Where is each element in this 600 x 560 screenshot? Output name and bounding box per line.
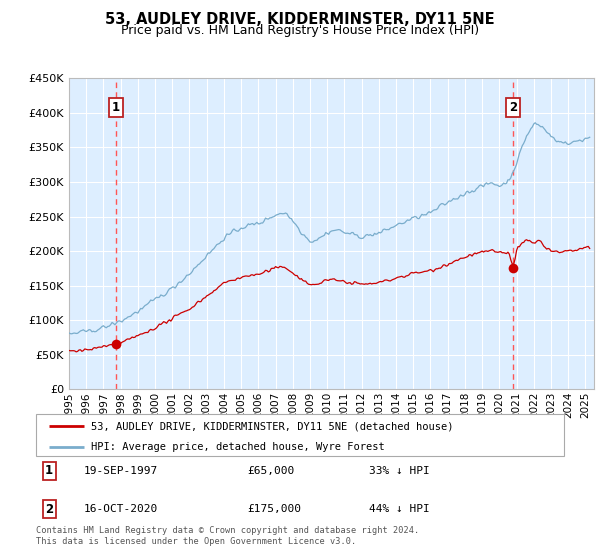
Text: 2: 2 — [509, 101, 517, 114]
Text: Price paid vs. HM Land Registry's House Price Index (HPI): Price paid vs. HM Land Registry's House … — [121, 24, 479, 36]
Text: £65,000: £65,000 — [247, 466, 295, 476]
Text: 33% ↓ HPI: 33% ↓ HPI — [368, 466, 430, 476]
Text: 16-OCT-2020: 16-OCT-2020 — [83, 504, 158, 514]
Text: 44% ↓ HPI: 44% ↓ HPI — [368, 504, 430, 514]
Text: 2: 2 — [45, 502, 53, 516]
FancyBboxPatch shape — [36, 414, 564, 456]
Text: HPI: Average price, detached house, Wyre Forest: HPI: Average price, detached house, Wyre… — [91, 442, 385, 452]
Text: 19-SEP-1997: 19-SEP-1997 — [83, 466, 158, 476]
Text: 53, AUDLEY DRIVE, KIDDERMINSTER, DY11 5NE: 53, AUDLEY DRIVE, KIDDERMINSTER, DY11 5N… — [105, 12, 495, 27]
Text: 1: 1 — [45, 464, 53, 477]
Text: Contains HM Land Registry data © Crown copyright and database right 2024.
This d: Contains HM Land Registry data © Crown c… — [36, 526, 419, 546]
Text: 1: 1 — [112, 101, 120, 114]
Text: £175,000: £175,000 — [247, 504, 301, 514]
Text: 53, AUDLEY DRIVE, KIDDERMINSTER, DY11 5NE (detached house): 53, AUDLEY DRIVE, KIDDERMINSTER, DY11 5N… — [91, 421, 454, 431]
